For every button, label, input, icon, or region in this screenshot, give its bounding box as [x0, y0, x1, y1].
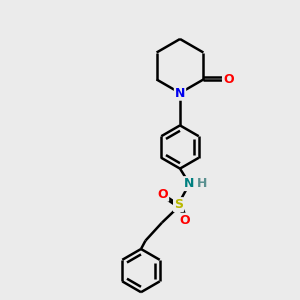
Text: N: N: [175, 86, 185, 100]
Text: O: O: [223, 73, 234, 86]
Text: H: H: [196, 177, 207, 190]
Text: O: O: [180, 214, 190, 227]
Text: S: S: [174, 198, 183, 211]
Text: O: O: [158, 188, 168, 201]
Text: N: N: [184, 177, 194, 190]
